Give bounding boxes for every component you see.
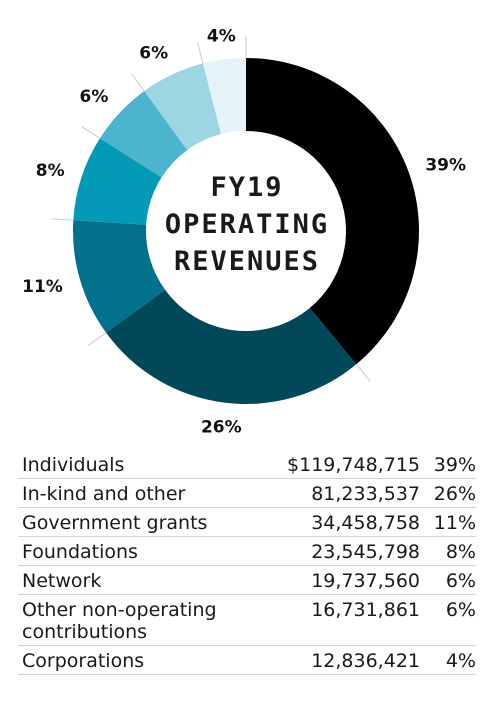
percent-labels: 39% 26% 11% 8% 6% 6% 4%	[22, 27, 466, 438]
slice-network	[99, 91, 188, 178]
row-label: Individuals	[18, 450, 274, 479]
row-percent: 39%	[428, 450, 476, 479]
leader-line	[81, 126, 101, 139]
table-row: Government grants 34,458,758 11%	[18, 507, 476, 537]
slice-in-kind-and-other	[106, 289, 357, 405]
row-amount: 12,836,421	[274, 645, 428, 675]
percent-label: 11%	[22, 277, 63, 297]
percent-label: 6%	[80, 87, 109, 107]
revenue-table: Individuals $119,748,715 39% In-kind and ot…	[18, 450, 476, 675]
row-label: Government grants	[18, 507, 274, 537]
percent-label: 4%	[207, 27, 236, 47]
chart-title-line-3: REVENUES	[174, 246, 320, 277]
row-percent: 6%	[428, 565, 476, 595]
percent-label: 26%	[201, 417, 242, 437]
percent-label: 6%	[139, 44, 168, 64]
slice-other-non-operating-contributions	[144, 63, 222, 151]
row-amount: 81,233,537	[274, 478, 428, 508]
row-percent: 11%	[428, 507, 476, 537]
row-amount: $119,748,715	[274, 450, 428, 479]
donut-chart: 39% 26% 11% 8% 6% 6% 4% FY19 OPERATING REVENUE…	[22, 27, 466, 438]
row-label: Corporations	[18, 645, 274, 675]
table-row: In-kind and other 81,233,537 26%	[18, 478, 476, 508]
revenue-table-body: Individuals $119,748,715 39% In-kind and ot…	[18, 450, 476, 675]
chart-title-line-2: OPERATING	[165, 209, 329, 240]
row-amount: 19,737,560	[274, 565, 428, 595]
leader-line	[87, 332, 107, 347]
leader-line	[355, 363, 371, 382]
row-amount: 23,545,798	[274, 536, 428, 566]
percent-label: 8%	[36, 161, 65, 181]
slice-individuals	[246, 58, 419, 365]
row-amount: 34,458,758	[274, 507, 428, 537]
row-amount: 16,731,861	[274, 594, 428, 646]
percent-label: 39%	[425, 155, 466, 175]
row-label: Other non-operating contributions	[18, 594, 274, 646]
table-row: Other non-operating contributions 16,731,…	[18, 594, 476, 646]
row-label: In-kind and other	[18, 478, 274, 508]
leader-line	[51, 218, 74, 221]
row-percent: 26%	[428, 478, 476, 508]
table-row: Corporations 12,836,421 4%	[18, 645, 476, 675]
row-percent: 6%	[428, 594, 476, 646]
slice-government-grants	[72, 220, 166, 333]
row-percent: 4%	[428, 645, 476, 675]
table-row: Foundations 23,545,798 8%	[18, 536, 476, 566]
row-label: Network	[18, 565, 274, 595]
leader-line	[197, 42, 204, 64]
row-percent: 8%	[428, 536, 476, 566]
leader-line	[130, 72, 145, 92]
table-row: Network 19,737,560 6%	[18, 565, 476, 595]
donut-slices	[72, 58, 419, 405]
slice-corporations	[202, 58, 246, 135]
chart-title-line-1: FY19	[210, 172, 283, 203]
leader-lines	[51, 36, 371, 382]
slice-foundations	[73, 138, 162, 225]
row-label: Foundations	[18, 536, 274, 566]
table-row: Individuals $119,748,715 39%	[18, 450, 476, 479]
